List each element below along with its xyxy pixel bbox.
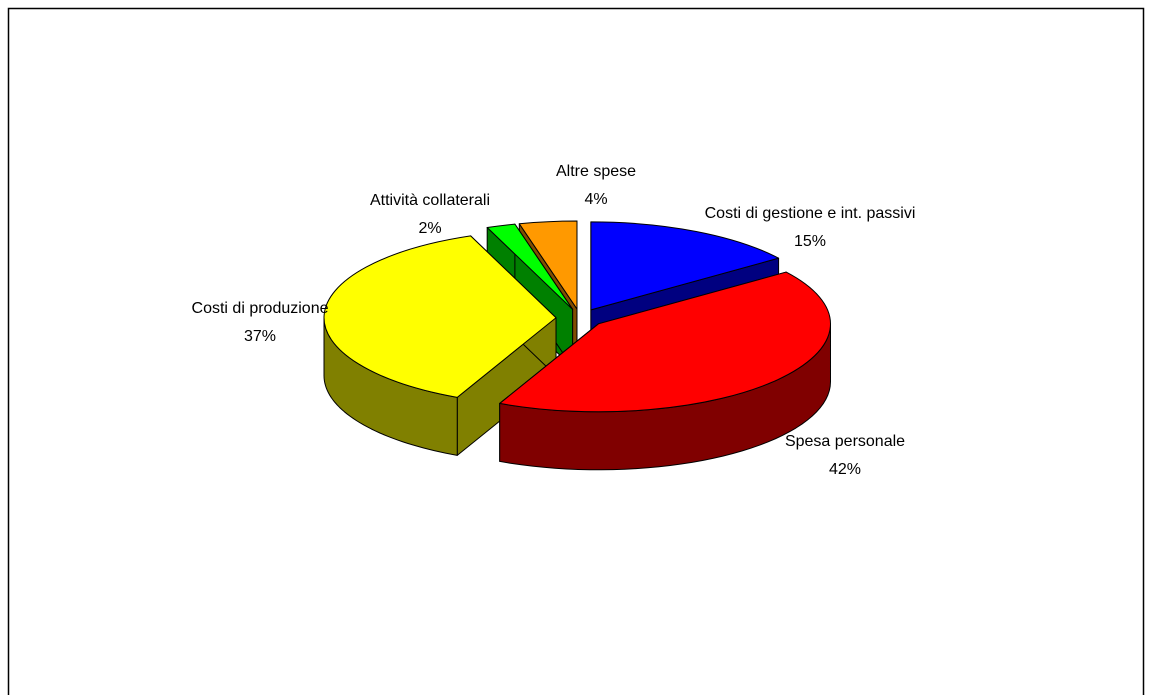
slice-top <box>590 221 780 311</box>
slice-value-label: 37% <box>244 328 276 345</box>
slice-value-label: 4% <box>584 191 607 208</box>
slice-value-label: 42% <box>829 461 861 478</box>
slice-top <box>518 220 578 310</box>
slice-label: Spesa personale <box>785 433 905 450</box>
slice-value-label: 15% <box>794 233 826 250</box>
slice-label: Altre spese <box>556 163 636 180</box>
slice-value-label: 2% <box>418 220 441 237</box>
slice-label: Attività collaterali <box>370 192 490 209</box>
pie-slice <box>323 235 557 456</box>
slice-top <box>499 271 831 413</box>
slice-label: Costi di gestione e int. passivi <box>705 205 916 222</box>
slice-top <box>323 235 557 398</box>
slice-label: Costi di produzione <box>192 300 329 317</box>
slice-top <box>486 223 574 310</box>
pie-slice <box>499 271 831 471</box>
